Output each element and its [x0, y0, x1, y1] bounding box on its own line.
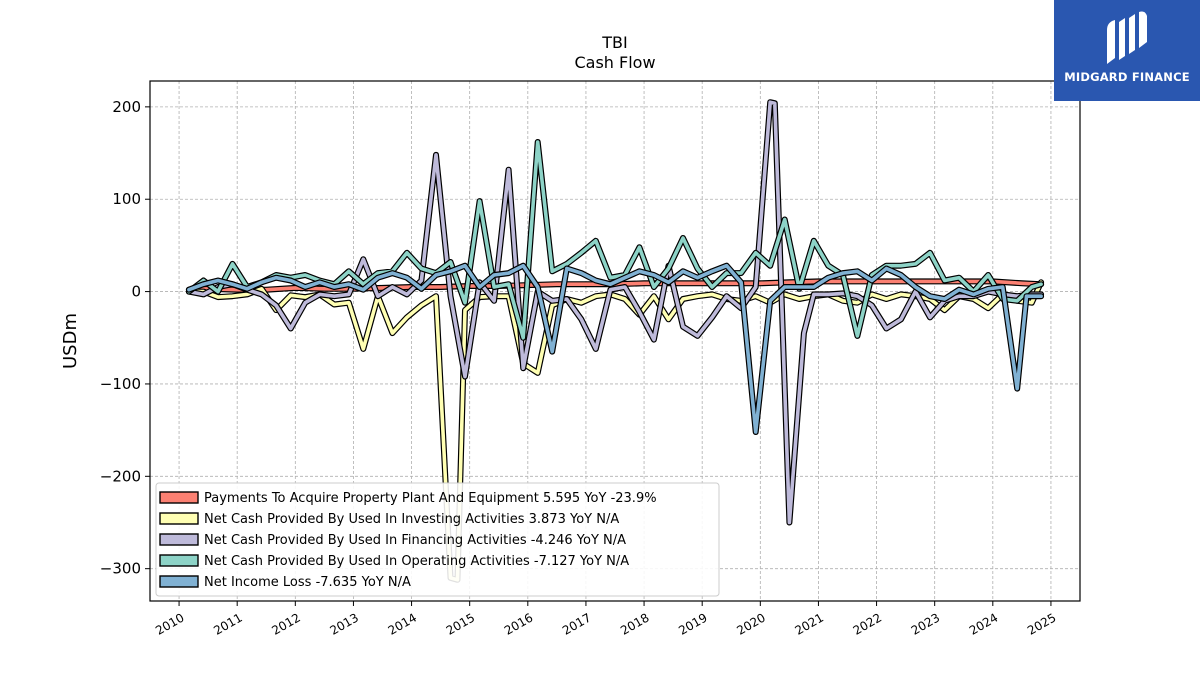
y-tick-label: −100 — [100, 375, 141, 393]
x-tick-label: 2017 — [560, 610, 593, 637]
x-tick-label: 2025 — [1025, 610, 1058, 637]
x-tick-label: 2024 — [967, 610, 1000, 637]
x-tick-label: 2022 — [851, 610, 884, 637]
series-line — [187, 100, 1043, 525]
series-outline — [185, 139, 1045, 341]
x-tick-label: 2023 — [909, 610, 942, 637]
legend-swatch — [159, 491, 199, 504]
legend-label: Payments To Acquire Property Plant And E… — [204, 491, 657, 506]
legend-swatch — [159, 575, 199, 588]
series-layer — [185, 99, 1045, 583]
x-tick-label: 2014 — [386, 610, 419, 637]
x-tick-label: 2020 — [734, 610, 767, 637]
brand-logo: MIDGARD FINANCE — [1054, 0, 1200, 101]
y-tick-label: −200 — [100, 467, 141, 485]
y-axis-label: USDm — [60, 313, 81, 369]
legend-box — [155, 482, 720, 597]
x-tick-label: 2013 — [327, 610, 360, 637]
x-tick-label: 2015 — [444, 610, 477, 637]
legend-label: Net Cash Provided By Used In Financing A… — [204, 533, 626, 548]
series-outline — [185, 99, 1045, 526]
plot-frame — [149, 80, 1081, 602]
y-tick-label: 0 — [131, 283, 141, 301]
series-3 — [185, 139, 1045, 341]
legend-swatch — [159, 512, 199, 525]
series-2 — [185, 99, 1045, 526]
chart-subtitle: Cash Flow — [574, 53, 655, 72]
legend-label: Net Cash Provided By Used In Investing A… — [204, 512, 619, 527]
x-tick-label: 2021 — [792, 610, 825, 637]
y-tick-label: 100 — [112, 190, 141, 208]
x-tick-label: 2011 — [211, 610, 244, 637]
legend-label: Net Income Loss -7.635 YoY N/A — [204, 575, 411, 590]
x-tick-label: 2018 — [618, 610, 651, 637]
brand-mark-icon — [1107, 11, 1147, 64]
legend-swatch — [159, 533, 199, 546]
x-tick-label: 2010 — [153, 610, 186, 637]
legend-label: Net Cash Provided By Used In Operating A… — [204, 554, 629, 569]
legend: Payments To Acquire Property Plant And E… — [155, 482, 720, 597]
y-tick-label: −300 — [100, 560, 141, 578]
x-tick-label: 2016 — [502, 610, 535, 637]
legend-swatch — [159, 554, 199, 567]
brand-logo-text: MIDGARD FINANCE — [1064, 70, 1190, 84]
chart-title: TBI — [601, 33, 627, 52]
x-tick-label: 2012 — [269, 610, 302, 637]
series-4 — [185, 262, 1045, 435]
y-tick-label: 200 — [112, 98, 141, 116]
series-line — [187, 263, 1043, 434]
series-line — [187, 140, 1043, 340]
x-tick-label: 2019 — [676, 610, 709, 637]
